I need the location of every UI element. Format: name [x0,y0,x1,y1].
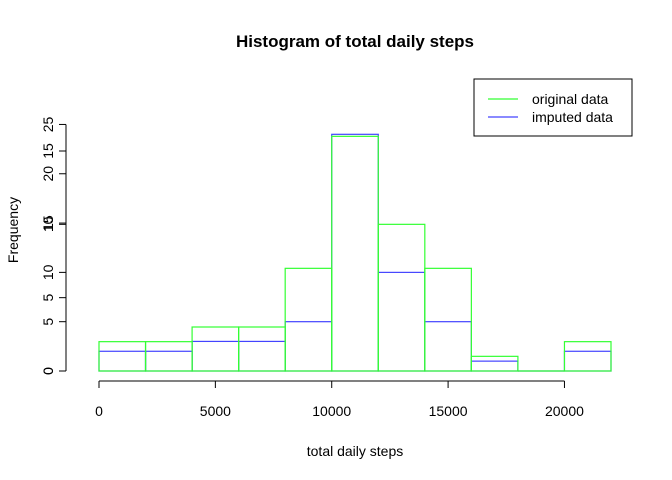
bar-original [191,326,240,372]
bar-original [424,267,472,372]
legend: original data imputed data [473,78,633,137]
x-axis-title: total daily steps [307,443,404,459]
bar-original [238,326,286,372]
bar-imputed [98,350,147,372]
x-tick-label: 10000 [312,403,351,419]
bar-imputed [470,360,519,372]
x-tick-label: 0 [95,403,103,419]
bar-original [377,223,426,372]
legend-label-original: original data [532,91,608,107]
y-tick-label-imputed: 20 [40,166,56,182]
bar-imputed [284,321,333,372]
legend-box [473,78,633,137]
bar-original [331,135,379,372]
bar-original [144,341,193,372]
bar-imputed [331,133,379,372]
y-tick-label-imputed: 5 [40,318,56,326]
y-tick-label-original: 5 [40,294,56,302]
bar-original [470,355,519,372]
y-tick-label-imputed: 15 [40,215,56,231]
legend-label-imputed: imputed data [532,109,613,125]
x-tick-label: 20000 [545,403,584,419]
bar-imputed [238,340,286,372]
y-tick-label-original: 0 [40,367,56,375]
bar-original [98,341,147,372]
y-tick-label-imputed: 10 [40,264,56,280]
x-tick-label: 15000 [429,403,468,419]
x-axis: 0 5000 10000 15000 20000 [95,380,584,419]
bar-original [284,267,333,372]
bar-imputed [563,350,612,372]
x-tick-label: 5000 [200,403,231,419]
bar-original [563,341,612,372]
y-tick-label-imputed: 0 [40,367,56,375]
bar-imputed [424,321,472,372]
y-tick-label-original: 15 [40,143,56,159]
chart-title: Histogram of total daily steps [236,32,474,51]
bar-imputed [191,340,240,372]
bar-imputed [144,350,193,372]
bars-layer [98,133,612,372]
bar-imputed [377,271,426,372]
y-tick-label-original: 10 [40,216,56,232]
y-tick-label-imputed: 25 [40,116,56,132]
y-axis-title: Frequency [5,197,21,263]
